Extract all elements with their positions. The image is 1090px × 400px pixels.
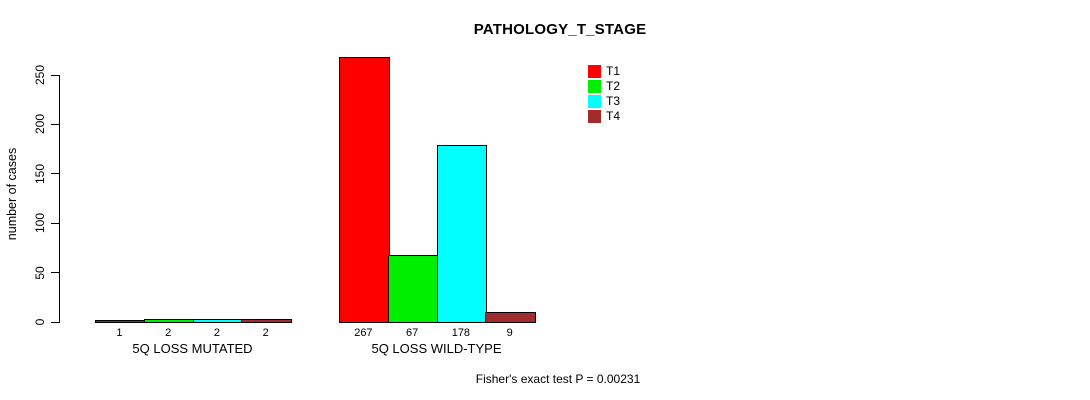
y-tick-label: 0	[33, 318, 47, 326]
bar-t4-group1	[241, 319, 292, 323]
y-tick-label: 200	[33, 114, 47, 135]
bar-t2-group1	[143, 319, 195, 323]
chart-title: PATHOLOGY_T_STAGE	[473, 21, 647, 38]
bar-value-label: 2	[165, 327, 172, 339]
legend: T1 T2 T3 T4	[588, 64, 620, 124]
x-axis-group-label: 5Q LOSS MUTATED	[132, 341, 253, 356]
legend-item-t1: T1	[588, 64, 620, 79]
legend-item-t2: T2	[588, 79, 620, 94]
legend-label: T3	[606, 94, 621, 108]
y-tick	[51, 272, 59, 274]
y-tick-label: 250	[33, 64, 47, 86]
legend-swatch-t1	[588, 65, 601, 78]
legend-label: T2	[606, 79, 621, 93]
bar-t2-group2	[387, 255, 439, 323]
bar-t1-group2	[339, 57, 390, 323]
y-axis-line	[59, 75, 60, 323]
bar-value-label: 9	[506, 327, 513, 339]
legend-item-t3: T3	[588, 94, 620, 109]
x-axis-group-label: 5Q LOSS WILD-TYPE	[371, 341, 502, 356]
bar-value-label: 267	[354, 327, 373, 339]
legend-swatch-t4	[588, 110, 601, 123]
y-tick-label: 50	[33, 265, 47, 280]
y-axis-label: number of cases	[5, 147, 19, 241]
legend-swatch-t2	[588, 80, 601, 93]
bar-value-label: 1	[116, 327, 123, 339]
legend-label: T1	[606, 64, 621, 78]
y-tick-label: 100	[33, 213, 47, 234]
bar-value-label: 67	[406, 327, 419, 339]
legend-label: T4	[606, 109, 621, 123]
bar-t3-group2	[436, 145, 488, 323]
bar-value-label: 2	[262, 327, 269, 339]
bar-value-label: 2	[213, 327, 220, 339]
bar-value-label: 178	[451, 327, 471, 339]
legend-item-t4: T4	[588, 109, 620, 124]
y-tick	[51, 74, 59, 76]
legend-swatch-t3	[588, 95, 601, 108]
fisher-test-annotation: Fisher's exact test P = 0.00231	[475, 372, 641, 386]
y-tick	[51, 321, 59, 323]
bar-t1-group1	[95, 320, 146, 323]
y-tick-label: 150	[33, 163, 47, 184]
y-tick	[51, 123, 59, 125]
bar-t4-group2	[485, 312, 536, 323]
y-tick	[51, 173, 59, 175]
bar-t3-group1	[192, 319, 244, 323]
y-tick	[51, 222, 59, 224]
